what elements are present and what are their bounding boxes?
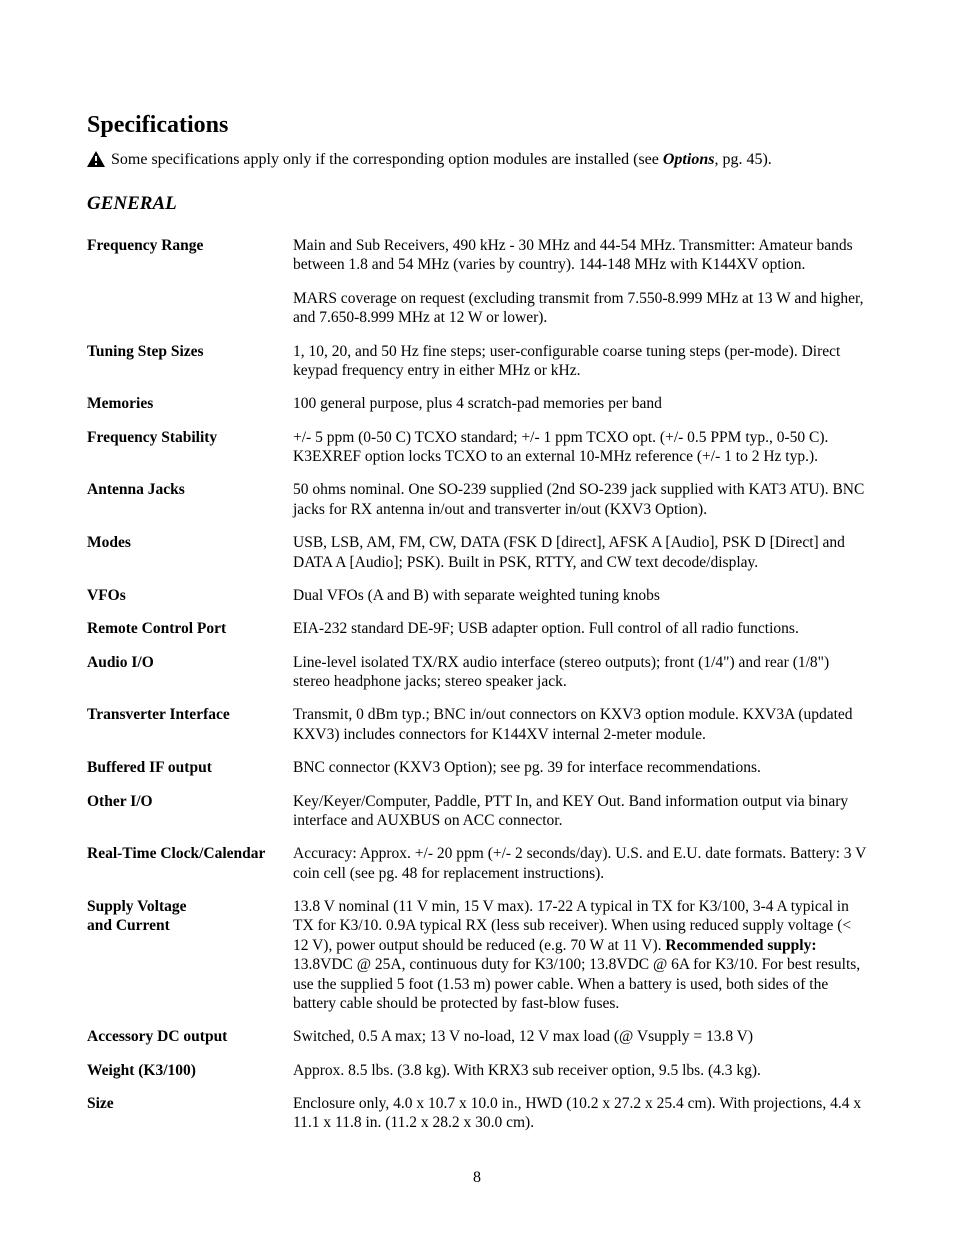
recommended-supply-label: Recommended supply: xyxy=(665,937,816,954)
spec-row: ModesUSB, LSB, AM, FM, CW, DATA (FSK D [… xyxy=(87,526,867,579)
spec-value: Key/Keyer/Computer, Paddle, PTT In, and … xyxy=(293,785,867,838)
spec-value: Enclosure only, 4.0 x 10.7 x 10.0 in., H… xyxy=(293,1087,867,1140)
spec-label: Other I/O xyxy=(87,785,293,838)
spec-value: 100 general purpose, plus 4 scratch-pad … xyxy=(293,387,867,420)
warning-icon xyxy=(87,151,105,167)
spec-row: Buffered IF outputBNC connector (KXV3 Op… xyxy=(87,751,867,784)
spec-row: Audio I/OLine-level isolated TX/RX audio… xyxy=(87,646,867,699)
section-heading: GENERAL xyxy=(87,193,867,215)
spec-row: Accessory DC outputSwitched, 0.5 A max; … xyxy=(87,1020,867,1053)
spec-value: +/- 5 ppm (0-50 C) TCXO standard; +/- 1 … xyxy=(293,421,867,474)
spec-value: Line-level isolated TX/RX audio interfac… xyxy=(293,646,867,699)
spec-label: Antenna Jacks xyxy=(87,473,293,526)
spec-label: Accessory DC output xyxy=(87,1020,293,1053)
spec-row: Real-Time Clock/CalendarAccuracy: Approx… xyxy=(87,837,867,890)
spec-value: Dual VFOs (A and B) with separate weight… xyxy=(293,579,867,612)
spec-row: Memories100 general purpose, plus 4 scra… xyxy=(87,387,867,420)
spec-label: Supply Voltageand Current xyxy=(87,890,293,1020)
spec-value: Transmit, 0 dBm typ.; BNC in/out connect… xyxy=(293,698,867,751)
spec-row: Other I/OKey/Keyer/Computer, Paddle, PTT… xyxy=(87,785,867,838)
spec-value: EIA-232 standard DE-9F; USB adapter opti… xyxy=(293,612,867,645)
spec-label: Modes xyxy=(87,526,293,579)
specifications-table: Frequency RangeMain and Sub Receivers, 4… xyxy=(87,229,867,1140)
spec-table-body: Frequency RangeMain and Sub Receivers, 4… xyxy=(87,229,867,1140)
note-text-prefix: Some specifications apply only if the co… xyxy=(111,151,663,168)
spec-label: Buffered IF output xyxy=(87,751,293,784)
spec-label: Remote Control Port xyxy=(87,612,293,645)
spec-value: Main and Sub Receivers, 490 kHz - 30 MHz… xyxy=(293,229,867,282)
page-title: Specifications xyxy=(87,112,867,139)
spec-label: Tuning Step Sizes xyxy=(87,335,293,388)
spec-value-text: 13.8VDC @ 25A, continuous duty for K3/10… xyxy=(293,956,860,1012)
spec-label: Weight (K3/100) xyxy=(87,1054,293,1087)
spec-label: Real-Time Clock/Calendar xyxy=(87,837,293,890)
spec-row: Supply Voltageand Current13.8 V nominal … xyxy=(87,890,867,1020)
spec-value: Accuracy: Approx. +/- 20 ppm (+/- 2 seco… xyxy=(293,837,867,890)
spec-row: Antenna Jacks50 ohms nominal. One SO-239… xyxy=(87,473,867,526)
spec-row: Frequency RangeMain and Sub Receivers, 4… xyxy=(87,229,867,282)
spec-value: 50 ohms nominal. One SO-239 supplied (2n… xyxy=(293,473,867,526)
spec-row: MARS coverage on request (excluding tran… xyxy=(87,282,867,335)
spec-label: VFOs xyxy=(87,579,293,612)
spec-row: Transverter InterfaceTransmit, 0 dBm typ… xyxy=(87,698,867,751)
spec-label: Transverter Interface xyxy=(87,698,293,751)
spec-label xyxy=(87,282,293,335)
spec-label: Memories xyxy=(87,387,293,420)
spec-label: Size xyxy=(87,1087,293,1140)
spec-row: VFOsDual VFOs (A and B) with separate we… xyxy=(87,579,867,612)
options-note: Some specifications apply only if the co… xyxy=(87,151,867,169)
spec-value: Approx. 8.5 lbs. (3.8 kg). With KRX3 sub… xyxy=(293,1054,867,1087)
spec-value: 1, 10, 20, and 50 Hz fine steps; user-co… xyxy=(293,335,867,388)
spec-label: Audio I/O xyxy=(87,646,293,699)
spec-row: Frequency Stability+/- 5 ppm (0-50 C) TC… xyxy=(87,421,867,474)
note-text-suffix: , pg. 45). xyxy=(714,151,771,168)
spec-row: Weight (K3/100)Approx. 8.5 lbs. (3.8 kg)… xyxy=(87,1054,867,1087)
spec-value: MARS coverage on request (excluding tran… xyxy=(293,282,867,335)
spec-value: USB, LSB, AM, FM, CW, DATA (FSK D [direc… xyxy=(293,526,867,579)
spec-value: BNC connector (KXV3 Option); see pg. 39 … xyxy=(293,751,867,784)
page-number: 8 xyxy=(0,1169,954,1187)
options-reference: Options xyxy=(663,151,715,168)
spec-label: Frequency Range xyxy=(87,229,293,282)
spec-value: Switched, 0.5 A max; 13 V no-load, 12 V … xyxy=(293,1020,867,1053)
spec-row: SizeEnclosure only, 4.0 x 10.7 x 10.0 in… xyxy=(87,1087,867,1140)
spec-row: Remote Control PortEIA-232 standard DE-9… xyxy=(87,612,867,645)
spec-row: Tuning Step Sizes1, 10, 20, and 50 Hz fi… xyxy=(87,335,867,388)
spec-label: Frequency Stability xyxy=(87,421,293,474)
spec-value: 13.8 V nominal (11 V min, 15 V max). 17-… xyxy=(293,890,867,1020)
document-page: Specifications Some specifications apply… xyxy=(0,0,954,1235)
